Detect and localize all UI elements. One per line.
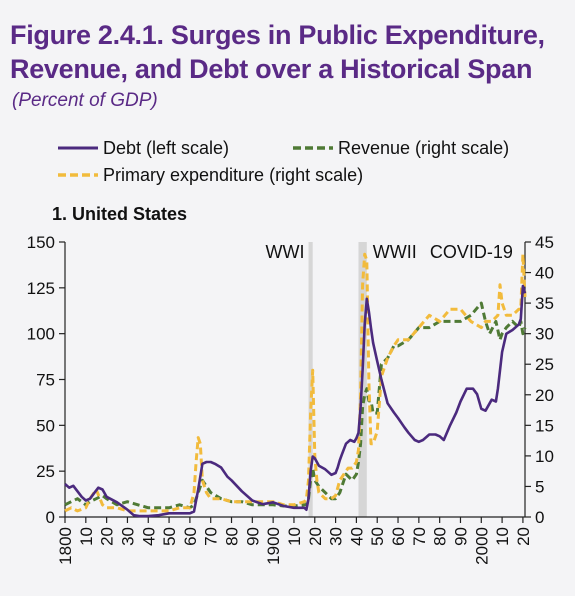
x-tick-label: 70 [202,527,221,546]
annotations: WWI WWII COVID-19 [266,242,513,262]
y-left-tick-label: 50 [36,416,55,435]
series-line-revenue [64,301,527,510]
x-tick-label: 90 [243,527,262,546]
y-right-tick-label: 30 [535,325,554,344]
x-tick-label: 40 [139,527,158,546]
legend-label-expenditure: Primary expenditure (right scale) [103,165,363,185]
x-tick-label: 70 [410,527,429,546]
x-tick-label: 30 [118,527,137,546]
y-right-tick-label: 45 [535,233,554,252]
series-line-debt [64,284,527,518]
x-tick-label: 10 [77,527,96,546]
x-tick-label: 20 [98,527,117,546]
x-tick-label: 40 [347,527,366,546]
x-tick-label: 20 [514,527,533,546]
x-tick-label: 1800 [56,527,75,565]
x-tick-label: 80 [431,527,450,546]
y-right-tick-label: 20 [535,386,554,405]
shaded-period-wwi [308,242,313,517]
figure-title: Figure 2.4.1. Surges in Public Expenditu… [10,20,545,84]
x-tick-label: 80 [223,527,242,546]
series-line-expenditure [64,252,527,513]
y-left-tick-label: 75 [36,371,55,390]
x-tick-label: 2000 [472,527,491,565]
annotation-label: COVID-19 [430,242,513,262]
y-right-tick-label: 15 [535,416,554,435]
y-right-tick-label: 35 [535,294,554,313]
y-left-tick-label: 125 [27,279,55,298]
y-left-tick-label: 150 [27,233,55,252]
y-right-tick-label: 25 [535,355,554,374]
x-tick-label: 10 [285,527,304,546]
y-left-tick-label: 100 [27,325,55,344]
legend-label-revenue: Revenue (right scale) [338,138,509,158]
y-right-tick-label: 10 [535,447,554,466]
y-right-tick-label: 0 [535,508,544,527]
legend: Debt (left scale) Revenue (right scale) … [58,138,509,185]
x-tick-label: 60 [181,527,200,546]
y-right-tick-label: 5 [535,477,544,496]
x-tick-label: 20 [306,527,325,546]
period-label-wwii: WWII [373,242,417,262]
legend-label-debt: Debt (left scale) [103,138,229,158]
panel-title: 1. United States [52,204,187,224]
x-tick-label: 10 [493,527,512,546]
x-tick-label: 50 [160,527,179,546]
x-tick-label: 60 [389,527,408,546]
figure-subtitle: (Percent of GDP) [12,90,158,111]
series-lines [64,252,527,518]
x-tick-label: 90 [451,527,470,546]
x-tick-label: 1900 [264,527,283,565]
period-label-wwi: WWI [266,242,305,262]
x-tick-label: 50 [368,527,387,546]
x-tick-label: 30 [327,527,346,546]
y-left-tick-label: 25 [36,462,55,481]
y-right-tick-label: 40 [535,264,554,283]
y-left-tick-label: 0 [46,508,55,527]
